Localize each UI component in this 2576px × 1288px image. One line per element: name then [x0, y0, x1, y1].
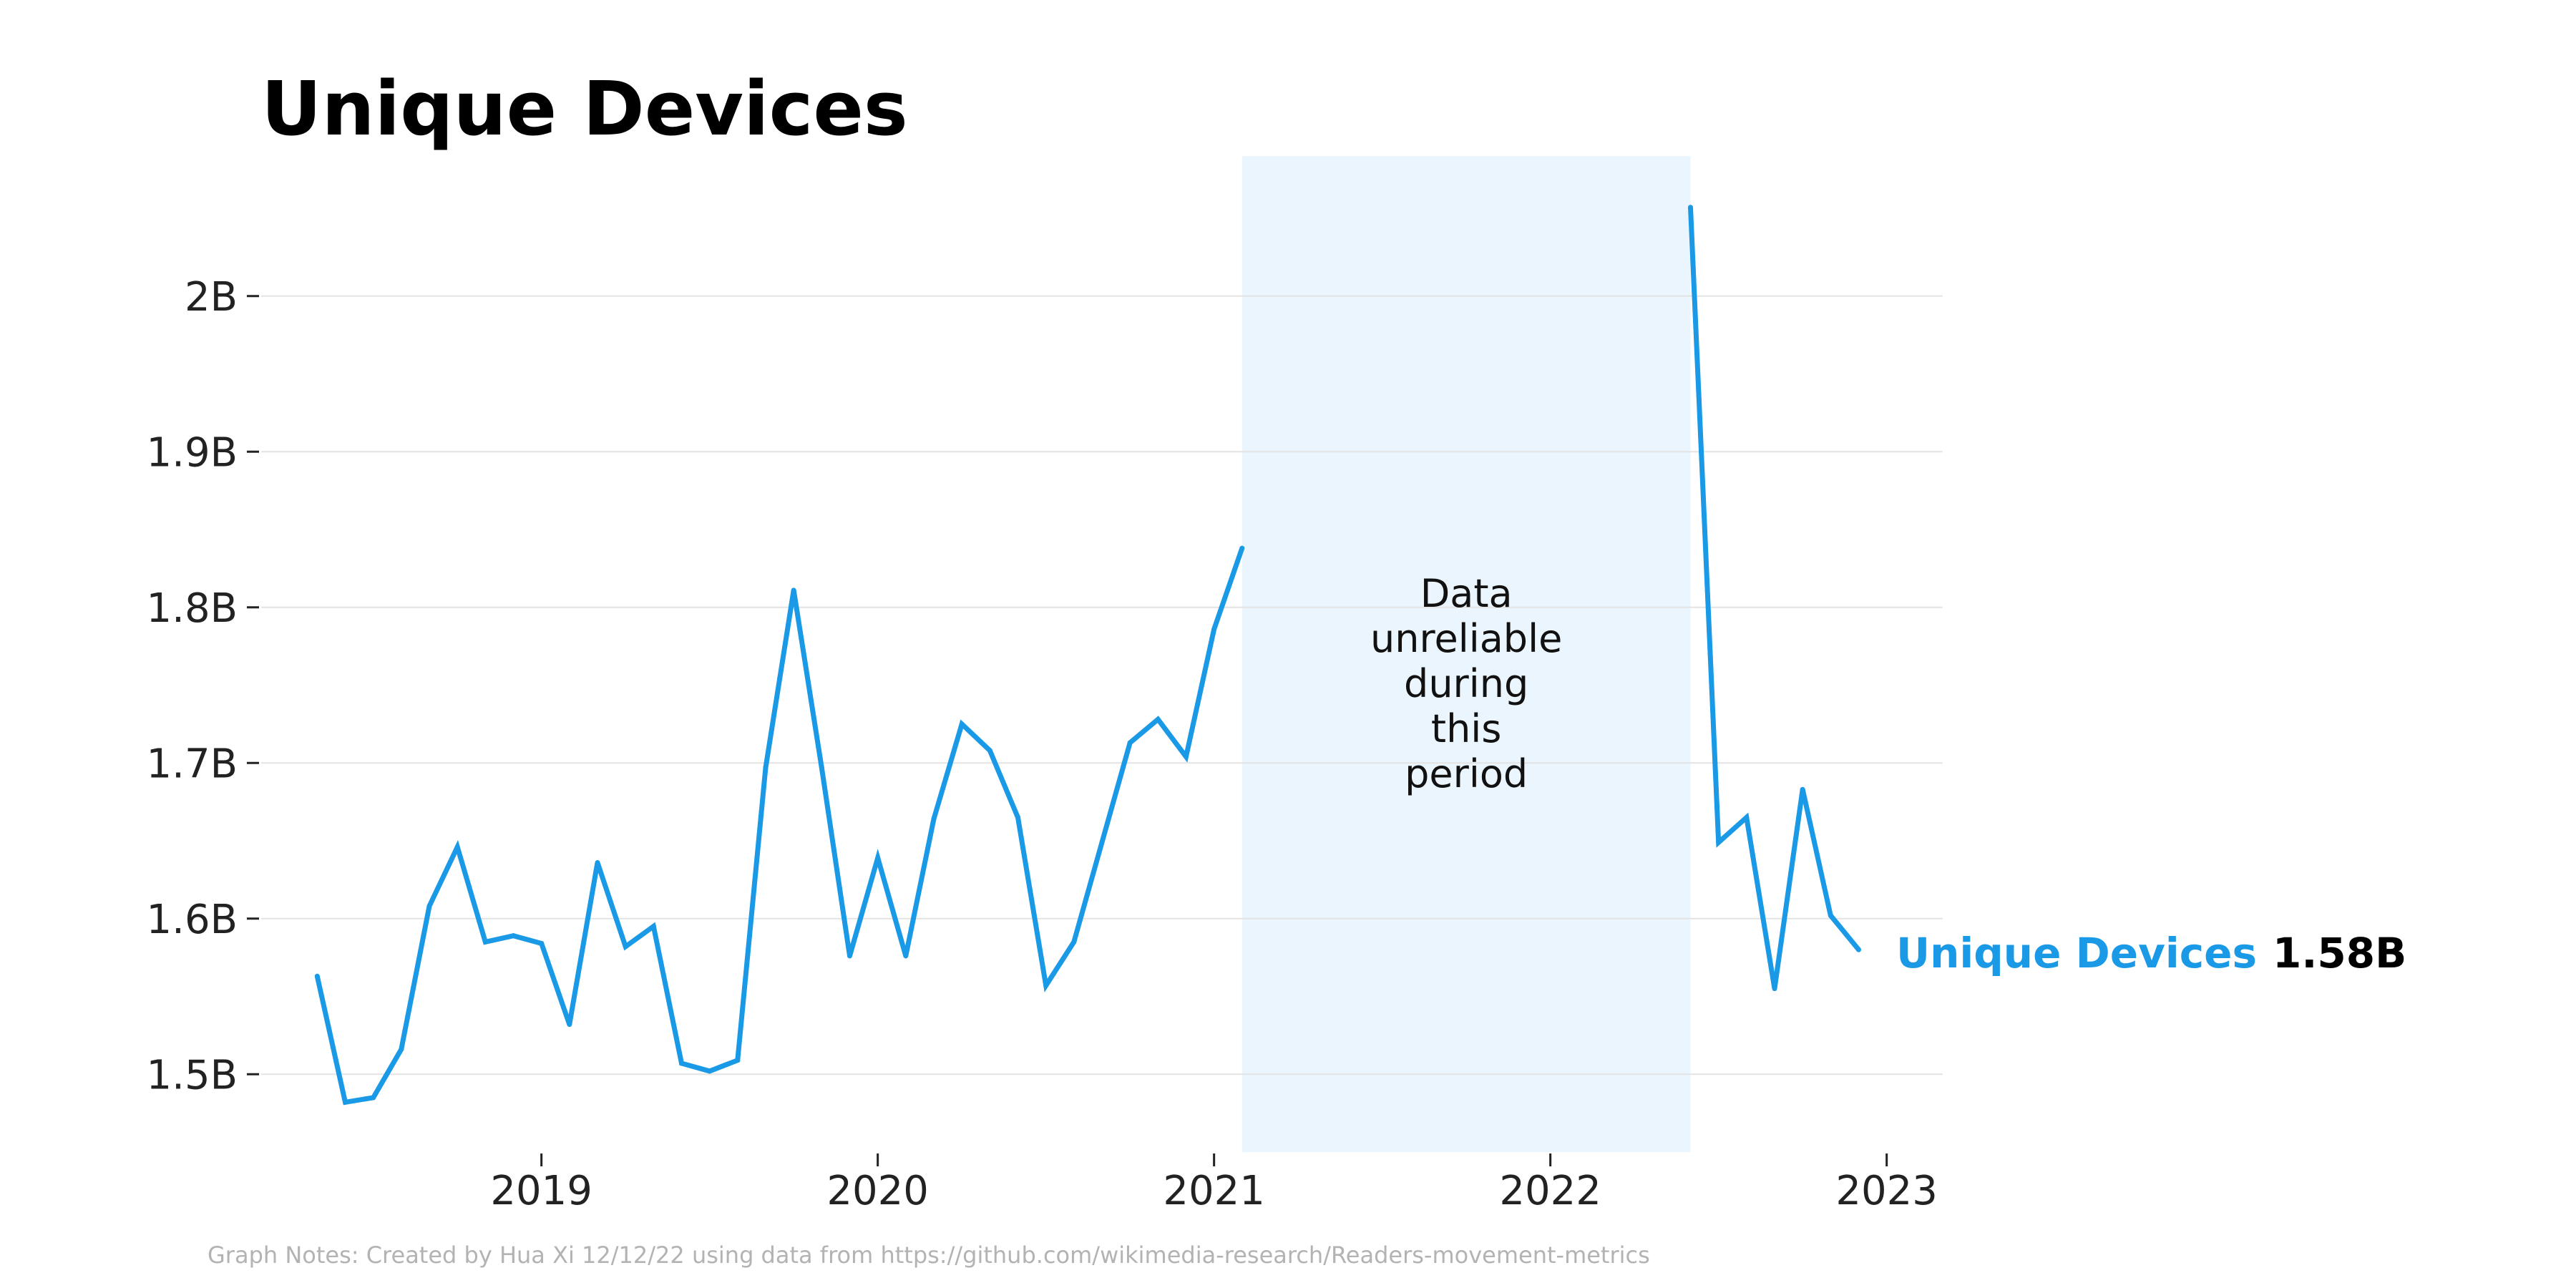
y-tick-label: 1.7B [147, 741, 238, 787]
data-point [1184, 754, 1189, 760]
data-point [567, 1022, 572, 1028]
data-point [371, 1095, 376, 1101]
x-axis: 2019 2020 2021 2022 2023 [490, 1153, 1938, 1214]
y-tick-label: 1.8B [147, 585, 238, 632]
data-point [763, 765, 769, 771]
data-point [623, 944, 628, 950]
data-point [595, 859, 600, 865]
gridlines [261, 295, 1943, 1075]
data-point [650, 924, 656, 930]
annotation-line: unreliable [1370, 616, 1562, 661]
annotation-line: this [1431, 706, 1502, 751]
shaded-region-group [1241, 156, 1691, 1152]
data-point [931, 816, 937, 822]
data-point [426, 903, 432, 909]
x-tick-label: 2022 [1499, 1168, 1601, 1214]
series-end-label: Unique Devices [1896, 929, 2257, 977]
annotation-line: during [1404, 661, 1528, 706]
data-point [875, 855, 881, 861]
data-point [679, 1060, 684, 1066]
y-axis: 1.5B 1.6B 1.7B 1.8B 1.9B 2B [147, 274, 259, 1098]
x-tick-label: 2023 [1835, 1168, 1938, 1214]
shaded-region [1241, 156, 1691, 1152]
data-point [1071, 939, 1077, 945]
data-point [959, 721, 965, 727]
series-group [314, 205, 1861, 1106]
data-point [1239, 545, 1245, 551]
annotation-line: period [1405, 751, 1528, 796]
data-point [819, 765, 824, 771]
data-point [454, 844, 460, 850]
x-tick-label: 2019 [490, 1168, 592, 1214]
y-tick-label: 1.5B [147, 1052, 238, 1098]
data-point [1716, 839, 1722, 845]
data-point [903, 953, 909, 959]
data-point [735, 1058, 741, 1063]
data-point [1015, 814, 1020, 820]
data-point [539, 941, 545, 947]
graph-notes: Graph Notes: Created by Hua Xi 12/12/22 … [208, 1241, 1650, 1269]
data-point [482, 939, 488, 945]
data-point [1211, 626, 1217, 632]
series-end-value: 1.58B [2273, 929, 2406, 977]
data-point [1800, 786, 1805, 792]
data-point [1099, 839, 1105, 845]
data-point [314, 973, 320, 979]
data-point [987, 748, 992, 753]
data-point [399, 1046, 404, 1052]
data-point [1744, 814, 1750, 820]
data-point [1828, 912, 1833, 918]
data-point [1772, 986, 1777, 992]
x-tick-label: 2021 [1163, 1168, 1265, 1214]
chart-title: Unique Devices [261, 65, 908, 152]
data-point [1155, 716, 1161, 722]
data-point [1043, 982, 1049, 988]
data-point [343, 1099, 348, 1105]
y-tick-label: 2B [185, 274, 238, 321]
y-tick-label: 1.6B [147, 897, 238, 943]
y-tick-label: 1.9B [147, 429, 238, 476]
data-point [707, 1068, 713, 1074]
data-point [1127, 740, 1133, 746]
data-point [791, 587, 796, 593]
x-tick-label: 2020 [826, 1168, 929, 1214]
annotation-line: Data [1420, 571, 1513, 616]
data-point [1856, 947, 1861, 952]
data-point [511, 933, 516, 939]
data-point [1688, 205, 1693, 210]
data-point [847, 953, 852, 959]
series-line [314, 547, 1245, 1106]
